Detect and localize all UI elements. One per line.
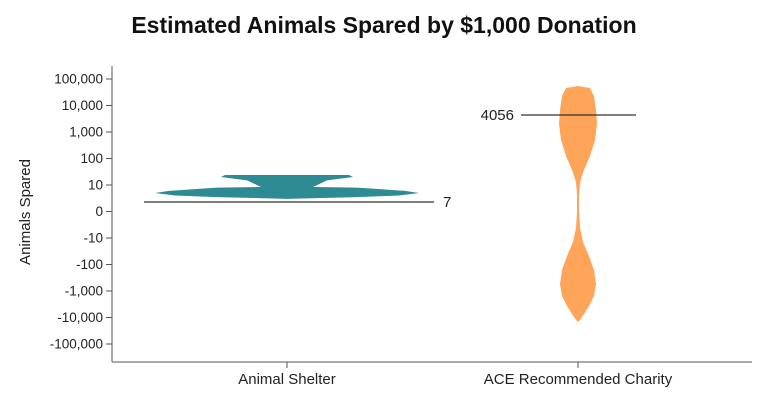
y-tick-label: -10 xyxy=(83,231,103,246)
x-category-label: ACE Recommended Charity xyxy=(484,371,673,388)
y-tick-label: -100 xyxy=(76,257,103,272)
y-axis: 100,00010,0001,000100100-10-100-1,000-10… xyxy=(50,66,113,362)
annotation-ace-charity: 4056 xyxy=(481,107,514,124)
y-tick-label: -1,000 xyxy=(65,284,103,299)
annotations: 7 4056 xyxy=(144,107,636,211)
y-tick-label: 100 xyxy=(80,151,103,166)
x-axis: Animal Shelter ACE Recommended Charity xyxy=(112,361,752,388)
y-tick-label: 10 xyxy=(88,178,103,193)
violin-animal-shelter xyxy=(155,175,419,199)
y-tick-label: -10,000 xyxy=(57,310,103,325)
x-category-label: Animal Shelter xyxy=(238,371,336,388)
annotation-animal-shelter: 7 xyxy=(443,194,451,211)
violin-ace-recommended-charity xyxy=(559,86,597,322)
y-tick-label: -100,000 xyxy=(50,337,103,352)
y-tick-label: 0 xyxy=(95,204,103,219)
y-axis-title: Animals Spared xyxy=(17,159,34,265)
y-tick-label: 100,000 xyxy=(54,72,103,87)
chart-title: Estimated Animals Spared by $1,000 Donat… xyxy=(131,12,637,38)
y-tick-label: 1,000 xyxy=(69,125,103,140)
violins xyxy=(155,86,597,322)
y-tick-label: 10,000 xyxy=(62,98,103,113)
